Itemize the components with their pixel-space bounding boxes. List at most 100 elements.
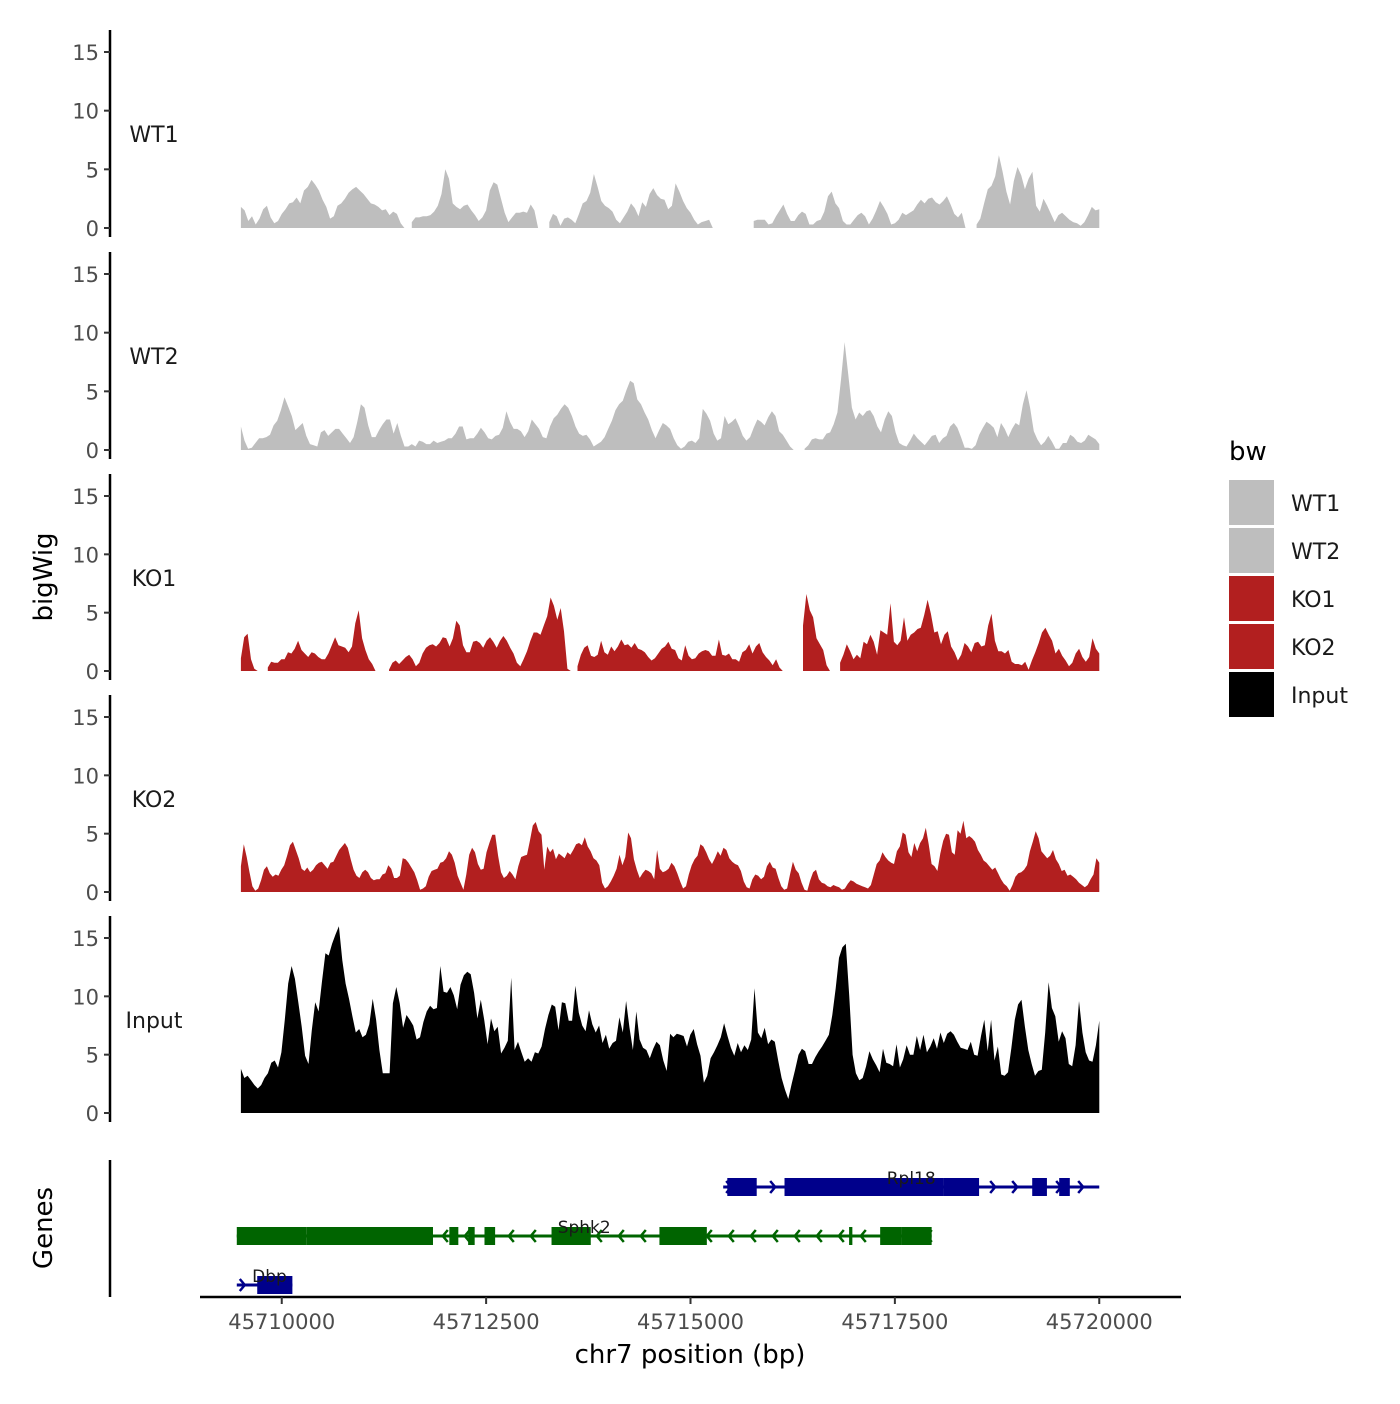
y-tick-label: 0 [86, 1102, 99, 1126]
strand-arrow [639, 1229, 647, 1243]
y-tick-label: 15 [72, 41, 99, 65]
strand-arrow [771, 1229, 779, 1243]
y-tick-label: 10 [72, 543, 99, 567]
gene-exon [484, 1227, 496, 1245]
strand-arrow [463, 1229, 471, 1243]
track-wt2: 0 5 10 15 WT2 [72, 252, 1100, 463]
strand-arrow [238, 1278, 247, 1292]
strand-arrow [1077, 1180, 1085, 1194]
strand-arrow [837, 1229, 845, 1243]
y-tick-label: 5 [86, 823, 99, 847]
gene-dbp: Dbp [236, 1267, 293, 1294]
track-name-label: WT1 [129, 123, 178, 148]
y-tick-label: 15 [72, 927, 99, 951]
gene-exon [659, 1227, 707, 1245]
strand-arrow [859, 1229, 867, 1243]
legend-title: bw [1229, 437, 1267, 467]
gene-exon [784, 1178, 944, 1196]
strand-arrow [441, 1229, 449, 1243]
legend: bw WT1 WT2 KO1 KO2 Input [1229, 437, 1348, 717]
y-tick-label: 0 [86, 660, 99, 684]
y-tick-label: 10 [72, 764, 99, 788]
y-tick-label: 0 [86, 439, 99, 463]
bigwig-tracks: 0 5 10 15 WT1 0 5 10 15 WT2 0 5 10 15 KO1 0 5 10 15 KO2 0 5 10… [72, 30, 1100, 1126]
track-ko2: 0 5 10 15 KO2 [72, 695, 1100, 905]
y-tick-label: 15 [72, 706, 99, 730]
y-tick-label: 0 [86, 217, 99, 241]
gene-name-label: Sphk2 [558, 1218, 611, 1238]
gene-exon [236, 1227, 307, 1245]
y-tick-label: 10 [72, 322, 99, 346]
track-name-label: KO2 [132, 788, 177, 813]
y-tick-label: 5 [86, 158, 99, 182]
y-tick-label: 10 [72, 985, 99, 1009]
x-tick-label: 45715000 [637, 1310, 744, 1334]
y-tick-label: 15 [72, 263, 99, 287]
legend-label-input: Input [1291, 684, 1348, 709]
strand-arrow [595, 1229, 603, 1243]
coverage-area-wt2 [240, 342, 1100, 450]
genes-axis-label: Genes [29, 1187, 59, 1269]
gene-exon [306, 1227, 433, 1245]
gene-exon [901, 1227, 932, 1245]
coverage-area-ko1 [240, 594, 1100, 671]
gene-rpl18: Rpl18 [723, 1169, 1100, 1196]
y-axis-label: bigWig [29, 532, 59, 621]
track-name-label: WT2 [129, 345, 178, 370]
gene-annotation-panel: Rpl18 Sphk2 Dbp [108, 1160, 1100, 1297]
gene-exon [849, 1227, 853, 1245]
gene-exon [1059, 1178, 1070, 1196]
gene-exon [257, 1276, 293, 1294]
track-ko1: 0 5 10 15 KO1 [72, 474, 1100, 684]
y-tick-label: 15 [72, 485, 99, 509]
x-tick-label: 45712500 [433, 1310, 540, 1334]
legend-swatch-wt1 [1229, 480, 1274, 525]
strand-arrow [769, 1180, 777, 1194]
legend-label-ko1: KO1 [1291, 588, 1336, 613]
gene-name-label: Rpl18 [887, 1169, 936, 1189]
x-tick-label: 45710000 [228, 1310, 335, 1334]
legend-label-ko2: KO2 [1291, 636, 1336, 661]
legend-swatch-wt2 [1229, 528, 1274, 573]
strand-arrow [815, 1229, 823, 1243]
y-tick-label: 0 [86, 881, 99, 905]
legend-swatch-ko2 [1229, 624, 1274, 669]
y-tick-label: 5 [86, 1044, 99, 1068]
gene-sphk2: Sphk2 [236, 1218, 933, 1245]
track-input: 0 5 10 15 Input [72, 916, 1100, 1126]
coverage-area-input [240, 926, 1100, 1113]
gene-exon [468, 1227, 475, 1245]
x-axis-label: chr7 position (bp) [575, 1340, 806, 1370]
gene-exon [1032, 1178, 1047, 1196]
legend-swatch-ko1 [1229, 576, 1274, 621]
legend-label-wt2: WT2 [1291, 540, 1340, 565]
strand-arrow [727, 1229, 735, 1243]
x-axis: 45710000 45712500 45715000 45717500 45720000 [200, 1295, 1181, 1334]
gene-exon [880, 1227, 902, 1245]
legend-label-wt1: WT1 [1291, 492, 1340, 517]
track-name-label: KO1 [132, 567, 177, 592]
gene-exon [449, 1227, 459, 1245]
gene-exon [943, 1178, 980, 1196]
strand-arrow [507, 1229, 515, 1243]
track-name-label: Input [126, 1009, 183, 1034]
strand-arrow [1011, 1180, 1019, 1194]
x-tick-label: 45720000 [1046, 1310, 1153, 1334]
y-tick-label: 10 [72, 100, 99, 124]
y-tick-label: 5 [86, 380, 99, 404]
strand-arrow [793, 1229, 801, 1243]
track-wt1: 0 5 10 15 WT1 [72, 30, 1100, 241]
y-tick-label: 5 [86, 602, 99, 626]
gene-exon [727, 1178, 757, 1196]
strand-arrow [749, 1229, 757, 1243]
coverage-area-wt1 [240, 155, 1100, 228]
gene-name-label: Dbp [252, 1267, 287, 1287]
coverage-area-ko2 [240, 820, 1100, 892]
strand-arrow [617, 1229, 625, 1243]
x-tick-label: 45717500 [841, 1310, 948, 1334]
gene-exon [551, 1227, 591, 1245]
strand-arrow [529, 1229, 537, 1243]
legend-swatch-input [1229, 672, 1274, 717]
strand-arrow [989, 1180, 997, 1194]
